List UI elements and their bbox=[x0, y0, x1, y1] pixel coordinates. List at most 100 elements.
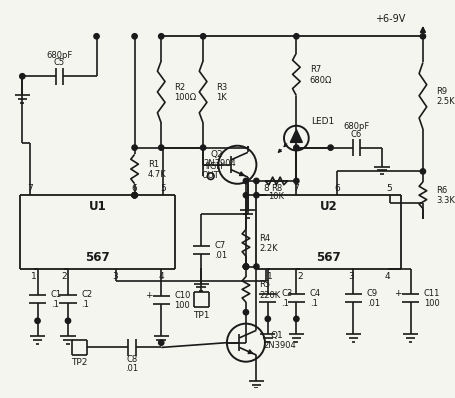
Text: C11: C11 bbox=[424, 289, 440, 298]
Circle shape bbox=[132, 193, 137, 198]
Text: R4: R4 bbox=[259, 234, 270, 242]
Text: C9: C9 bbox=[367, 289, 378, 298]
Circle shape bbox=[254, 264, 259, 269]
Text: R2: R2 bbox=[175, 83, 186, 92]
Circle shape bbox=[254, 193, 259, 198]
Text: 680pF: 680pF bbox=[46, 51, 72, 60]
Text: R7: R7 bbox=[310, 65, 321, 74]
Text: 6: 6 bbox=[132, 184, 137, 193]
Text: 5: 5 bbox=[160, 184, 166, 193]
Text: 2.2K: 2.2K bbox=[259, 244, 278, 253]
Text: 2: 2 bbox=[298, 271, 303, 281]
Circle shape bbox=[66, 318, 71, 324]
Text: C8: C8 bbox=[126, 355, 137, 364]
Text: TP2: TP2 bbox=[71, 358, 88, 367]
Text: .01: .01 bbox=[367, 299, 380, 308]
Circle shape bbox=[243, 264, 248, 269]
Text: R8: R8 bbox=[271, 184, 282, 193]
Text: 2N3904: 2N3904 bbox=[203, 159, 236, 168]
Polygon shape bbox=[290, 129, 303, 142]
Text: .01: .01 bbox=[214, 251, 228, 260]
Text: R3: R3 bbox=[217, 83, 228, 92]
Text: +6-9V: +6-9V bbox=[375, 14, 406, 24]
Circle shape bbox=[243, 193, 248, 198]
Circle shape bbox=[201, 145, 206, 150]
Text: C2: C2 bbox=[81, 290, 92, 298]
Circle shape bbox=[243, 264, 248, 269]
Text: Q2: Q2 bbox=[211, 150, 223, 159]
Circle shape bbox=[159, 340, 164, 345]
Text: 2: 2 bbox=[61, 271, 67, 281]
Text: +: + bbox=[394, 289, 402, 298]
Text: C3: C3 bbox=[281, 289, 293, 298]
Circle shape bbox=[94, 33, 99, 39]
Text: R9: R9 bbox=[436, 86, 447, 96]
Circle shape bbox=[293, 316, 299, 322]
Circle shape bbox=[132, 145, 137, 150]
Text: 680pF: 680pF bbox=[343, 122, 369, 131]
Text: U1: U1 bbox=[89, 200, 106, 213]
Text: 10K: 10K bbox=[268, 192, 284, 201]
Text: R1: R1 bbox=[148, 160, 159, 169]
Text: R6: R6 bbox=[436, 186, 447, 195]
Text: C10: C10 bbox=[175, 291, 191, 300]
Circle shape bbox=[159, 33, 164, 39]
Text: 5: 5 bbox=[387, 184, 393, 193]
Text: OUT: OUT bbox=[201, 171, 219, 180]
Text: +: + bbox=[145, 291, 152, 300]
Text: 3.3K: 3.3K bbox=[436, 196, 455, 205]
Text: 7: 7 bbox=[27, 184, 33, 193]
Text: .1: .1 bbox=[310, 299, 318, 308]
Text: 8: 8 bbox=[263, 184, 269, 193]
Text: 567: 567 bbox=[85, 252, 110, 265]
Text: C1: C1 bbox=[51, 290, 62, 298]
Text: 4.7K: 4.7K bbox=[148, 170, 167, 179]
Text: 3: 3 bbox=[113, 271, 118, 281]
Text: R5: R5 bbox=[259, 280, 270, 289]
Circle shape bbox=[243, 178, 248, 183]
Circle shape bbox=[201, 33, 206, 39]
Circle shape bbox=[132, 33, 137, 39]
Text: 3: 3 bbox=[349, 271, 354, 281]
Text: C5: C5 bbox=[54, 59, 65, 67]
Text: 1K: 1K bbox=[217, 93, 227, 102]
Text: 100: 100 bbox=[424, 299, 440, 308]
Text: 7: 7 bbox=[293, 184, 299, 193]
Circle shape bbox=[243, 264, 248, 269]
Circle shape bbox=[243, 310, 248, 315]
Text: U2: U2 bbox=[320, 200, 338, 213]
Text: 4: 4 bbox=[158, 271, 164, 281]
Circle shape bbox=[420, 33, 425, 39]
Text: 6: 6 bbox=[334, 184, 340, 193]
Text: .01: .01 bbox=[125, 364, 138, 373]
Circle shape bbox=[132, 193, 137, 198]
Text: LED1: LED1 bbox=[311, 117, 334, 127]
Text: 100: 100 bbox=[175, 301, 190, 310]
Text: 2N3904: 2N3904 bbox=[263, 341, 296, 350]
Text: TP1: TP1 bbox=[193, 310, 209, 320]
Text: Q1: Q1 bbox=[271, 331, 283, 339]
Circle shape bbox=[254, 178, 259, 183]
Circle shape bbox=[293, 33, 299, 39]
Text: 567: 567 bbox=[316, 252, 341, 265]
Circle shape bbox=[132, 193, 137, 198]
Circle shape bbox=[420, 169, 425, 174]
Circle shape bbox=[328, 145, 333, 150]
Text: C6: C6 bbox=[351, 130, 362, 139]
Text: 220K: 220K bbox=[259, 291, 280, 300]
Circle shape bbox=[293, 178, 299, 183]
Text: 100Ω: 100Ω bbox=[175, 93, 197, 102]
Text: C7: C7 bbox=[214, 241, 226, 250]
Text: C4: C4 bbox=[310, 289, 321, 298]
Circle shape bbox=[20, 74, 25, 79]
Text: 1: 1 bbox=[31, 271, 36, 281]
Circle shape bbox=[132, 193, 137, 198]
Text: HIGH: HIGH bbox=[201, 162, 223, 171]
Text: 1: 1 bbox=[267, 271, 273, 281]
Text: 680Ω: 680Ω bbox=[310, 76, 332, 84]
Text: .1: .1 bbox=[51, 300, 59, 309]
Text: .1: .1 bbox=[81, 300, 89, 309]
Text: .1: .1 bbox=[281, 299, 289, 308]
Circle shape bbox=[35, 318, 40, 324]
Circle shape bbox=[243, 264, 248, 269]
